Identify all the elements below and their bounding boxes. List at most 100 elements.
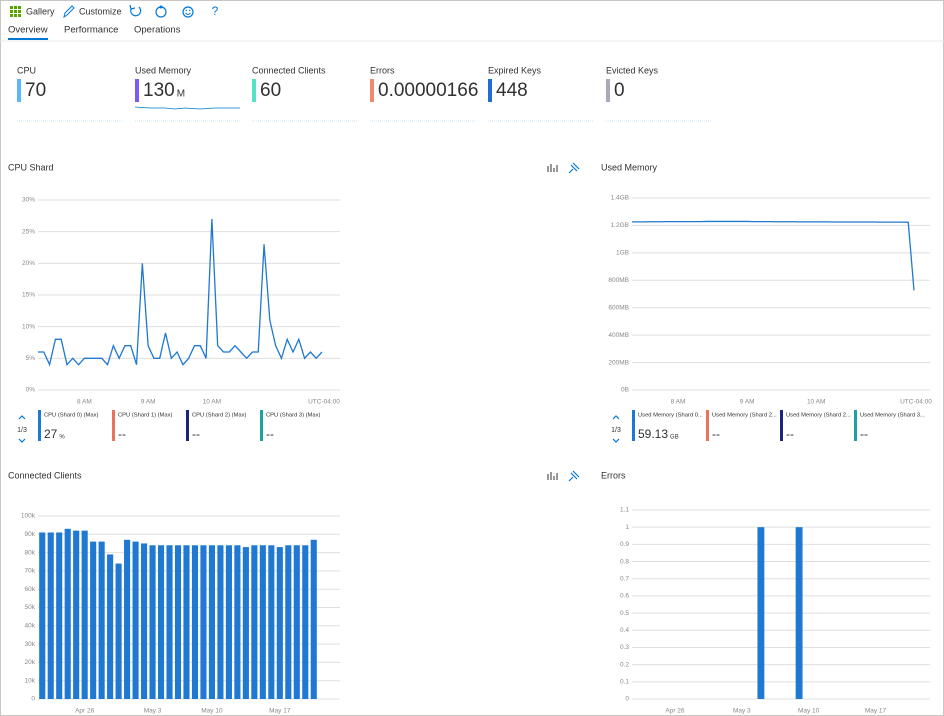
smile-button[interactable] [182,6,194,18]
y-tick-label: 100k [21,513,36,520]
y-tick-label: 0.6 [620,593,629,600]
legend-name: Used Memory (Shard 3... [860,413,925,419]
legend-color [706,410,709,441]
bar [107,554,114,699]
bar [183,545,190,699]
chart-title: Errors [601,470,626,480]
y-tick-label: 80k [25,549,36,556]
tile-label: Used Memory [135,65,192,75]
legend-name: Used Memory (Shard 2... [712,413,777,419]
legend-name: CPU (Shard 3) (Max) [266,413,321,419]
bar [124,539,131,699]
bar [174,545,182,699]
pager-down[interactable] [612,438,620,443]
legend-color [780,410,783,441]
pin-icon[interactable] [568,470,580,482]
legend-color [854,410,857,441]
tab[interactable]: Overview [8,25,48,36]
y-tick-label: 5% [26,355,36,362]
legend-unit: GB [670,435,679,441]
bar [149,545,156,699]
legend-color [260,410,263,441]
pager-label: 1/3 [17,427,27,434]
feedback-button[interactable] [155,5,167,18]
bar [302,545,309,699]
customize-button[interactable]: Customize [63,5,122,19]
chart-title: Connected Clients [8,470,82,480]
bar [47,532,54,699]
bar [115,563,122,699]
y-tick-label: 15% [22,292,35,299]
x-tick-label: 8 AM [671,399,686,406]
tile-color-bar [17,79,21,102]
y-tick-label: 20% [22,260,35,267]
y-tick-label: 0% [26,387,36,394]
bar [217,545,224,699]
refresh-button[interactable] [129,4,142,17]
y-tick-label: 20k [25,659,36,666]
y-tick-label: 0.2 [620,661,629,668]
pin-icon[interactable] [568,162,580,174]
x-tick-label: 9 AM [740,399,755,406]
legend-name: Used Memory (Shard 0... [638,413,703,419]
gallery-label: Gallery [26,6,55,16]
customize-label: Customize [79,6,122,16]
y-tick-label: 200MB [608,359,629,366]
tab[interactable]: Operations [134,25,181,36]
legend-name: CPU (Shard 0) (Max) [44,413,99,419]
x-tick-label: May 3 [144,708,162,715]
y-tick-label: 70k [25,568,36,575]
tab[interactable]: Performance [64,25,118,36]
y-tick-label: 0.8 [620,558,629,565]
bar [81,530,88,699]
legend-summary: 27 [44,427,58,441]
bar [259,545,266,699]
pager-up[interactable] [18,415,26,420]
tile-value: 60 [260,80,281,101]
y-tick-label: 0.5 [620,610,629,617]
tile-value: 0 [614,80,625,101]
legend-name: CPU (Shard 1) (Max) [118,413,173,419]
x-tick-label: May 17 [865,708,887,715]
bar [795,527,803,699]
y-tick-label: 10k [25,677,36,684]
y-tick-label: 1.2GB [611,222,629,229]
metrics-icon[interactable] [547,472,558,480]
y-tick-label: 0 [625,696,629,703]
gallery-button[interactable]: Gallery [10,6,55,17]
y-tick-label: 1.1 [620,507,629,514]
legend-summary: -- [118,427,126,441]
bar [276,547,283,699]
tile-label: Errors [370,65,395,75]
y-tick-label: 1 [625,524,629,531]
tile-color-bar [606,79,610,102]
help-button[interactable]: ? [212,4,219,18]
y-tick-label: 0.3 [620,644,629,651]
x-tick-label: May 17 [269,708,291,715]
pager-down[interactable] [18,438,26,443]
y-tick-label: 0B [621,387,629,394]
legend-summary: -- [712,427,720,441]
x-tick-label: 8 AM [77,399,92,406]
tile-value: 0.00000166 [378,80,478,101]
bar [73,530,80,699]
pager-up[interactable] [612,415,620,420]
y-tick-label: 600MB [608,304,629,311]
tile-label: Expired Keys [488,65,542,75]
line-series [38,218,323,367]
y-tick-label: 30k [25,641,36,648]
legend-summary: -- [266,427,274,441]
tile-label: Connected Clients [252,65,326,75]
x-tick-label: May 3 [733,708,751,715]
bar [757,527,765,699]
bar [293,545,300,699]
y-tick-label: 30% [22,197,35,204]
metrics-icon[interactable] [547,164,558,172]
bar [225,545,232,699]
tile-color-bar [135,79,139,102]
bar [310,539,317,699]
tile-value: 70 [25,80,46,101]
y-tick-label: 0.4 [620,627,629,634]
